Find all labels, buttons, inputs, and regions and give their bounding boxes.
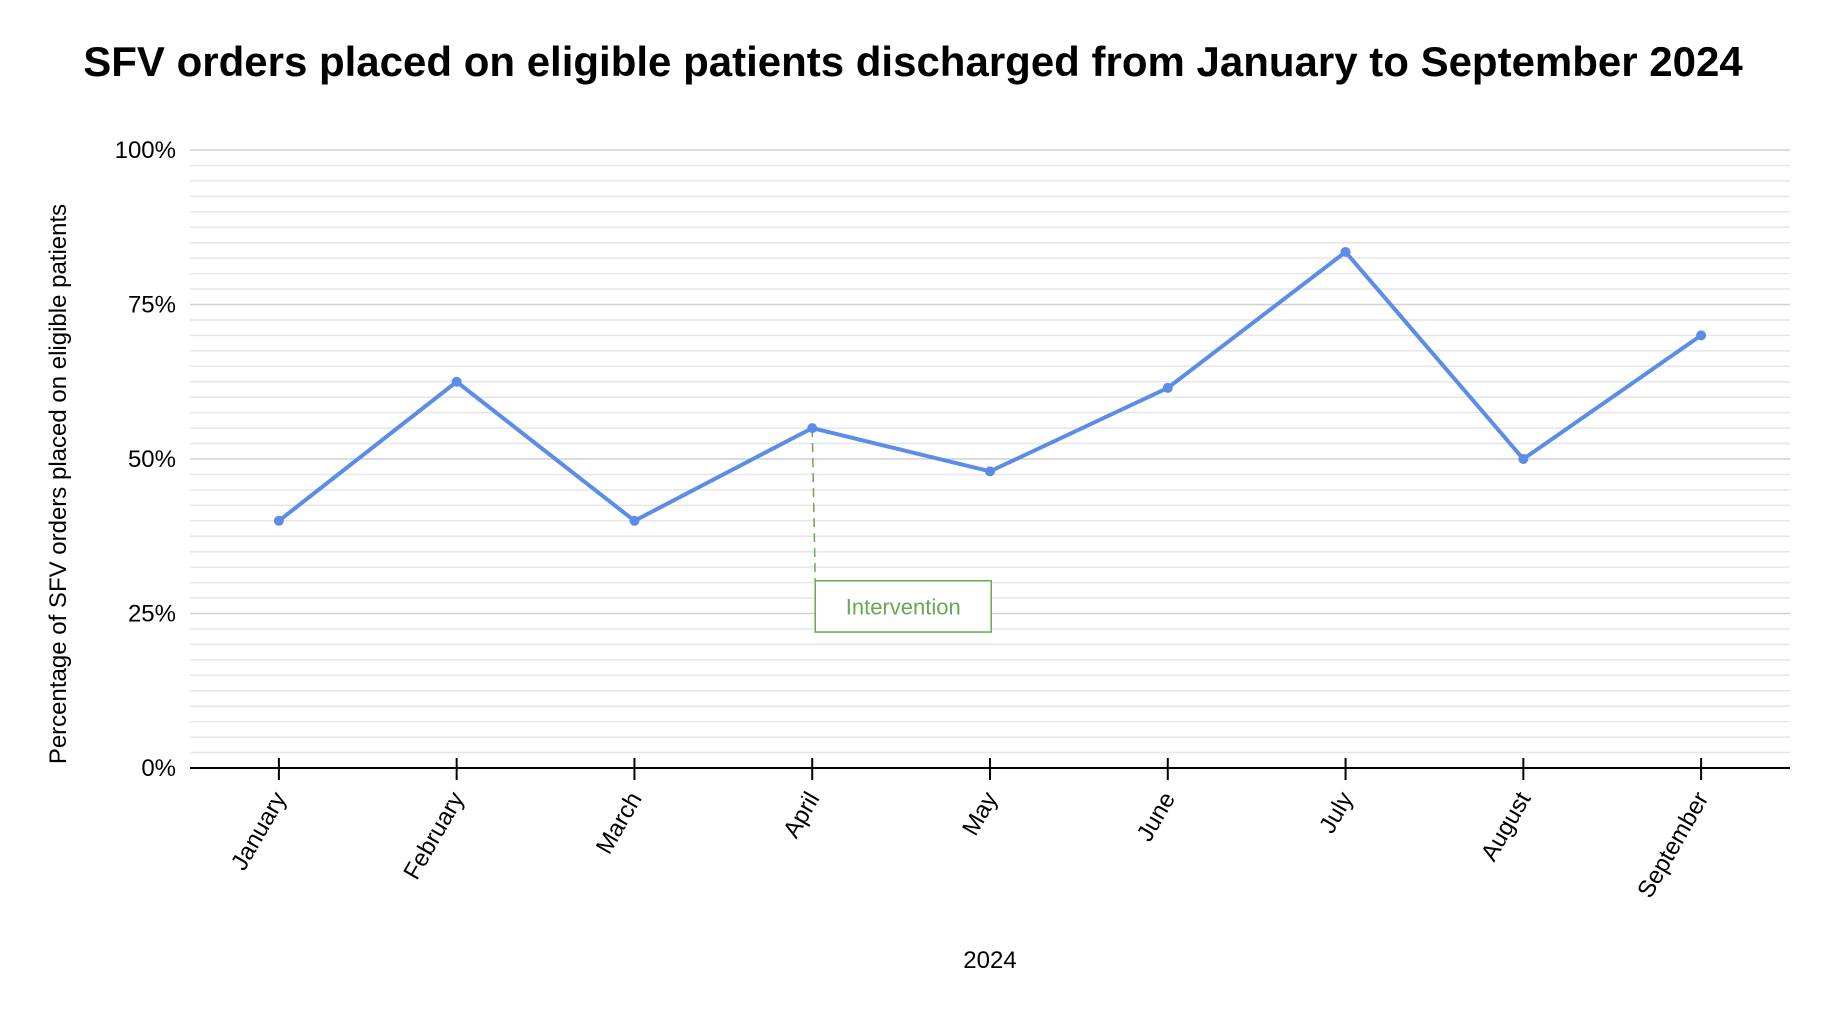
annotation-box bbox=[814, 579, 992, 633]
x-tick-label: March bbox=[591, 788, 648, 859]
x-tick-label: April bbox=[778, 788, 825, 843]
x-axis-ticks: January February March April May June July Augu… bbox=[226, 758, 1714, 903]
gridlines bbox=[190, 149, 1790, 754]
data-point bbox=[1518, 454, 1529, 464]
data-point bbox=[1340, 246, 1351, 257]
annotation-line bbox=[811, 428, 816, 581]
data-point bbox=[985, 466, 995, 477]
x-tick-label: September bbox=[1632, 788, 1714, 903]
x-tick-label: August bbox=[1476, 787, 1537, 865]
x-tick-label: January bbox=[226, 788, 292, 875]
data-point bbox=[451, 376, 462, 387]
y-tick-label: 25% bbox=[128, 601, 176, 628]
intervention-annotation: Intervention bbox=[811, 428, 992, 633]
y-tick-label: 75% bbox=[128, 292, 176, 319]
x-tick-label: February bbox=[398, 788, 469, 885]
y-tick-label: 100% bbox=[115, 137, 176, 164]
chart-title: SFV orders placed on eligible patients d… bbox=[83, 38, 1743, 85]
series-line bbox=[276, 249, 1704, 523]
series-group bbox=[273, 246, 1707, 526]
data-point bbox=[1162, 382, 1173, 393]
y-axis-ticks: 0% 25% 50% 75% 100% bbox=[115, 137, 176, 782]
annotation-label: Intervention bbox=[846, 594, 961, 619]
data-point bbox=[1696, 330, 1707, 341]
y-tick-label: 0% bbox=[141, 755, 176, 782]
data-point bbox=[807, 423, 818, 434]
x-axis-title: 2024 bbox=[963, 947, 1016, 974]
x-tick-label: May bbox=[957, 788, 1003, 841]
x-tick-label: June bbox=[1132, 788, 1181, 847]
x-tick-label: July bbox=[1314, 788, 1359, 838]
data-point bbox=[629, 515, 640, 526]
data-point bbox=[273, 515, 284, 526]
y-axis-title: Percentage of SFV orders placed on eligi… bbox=[45, 204, 72, 764]
y-tick-label: 50% bbox=[128, 446, 176, 473]
